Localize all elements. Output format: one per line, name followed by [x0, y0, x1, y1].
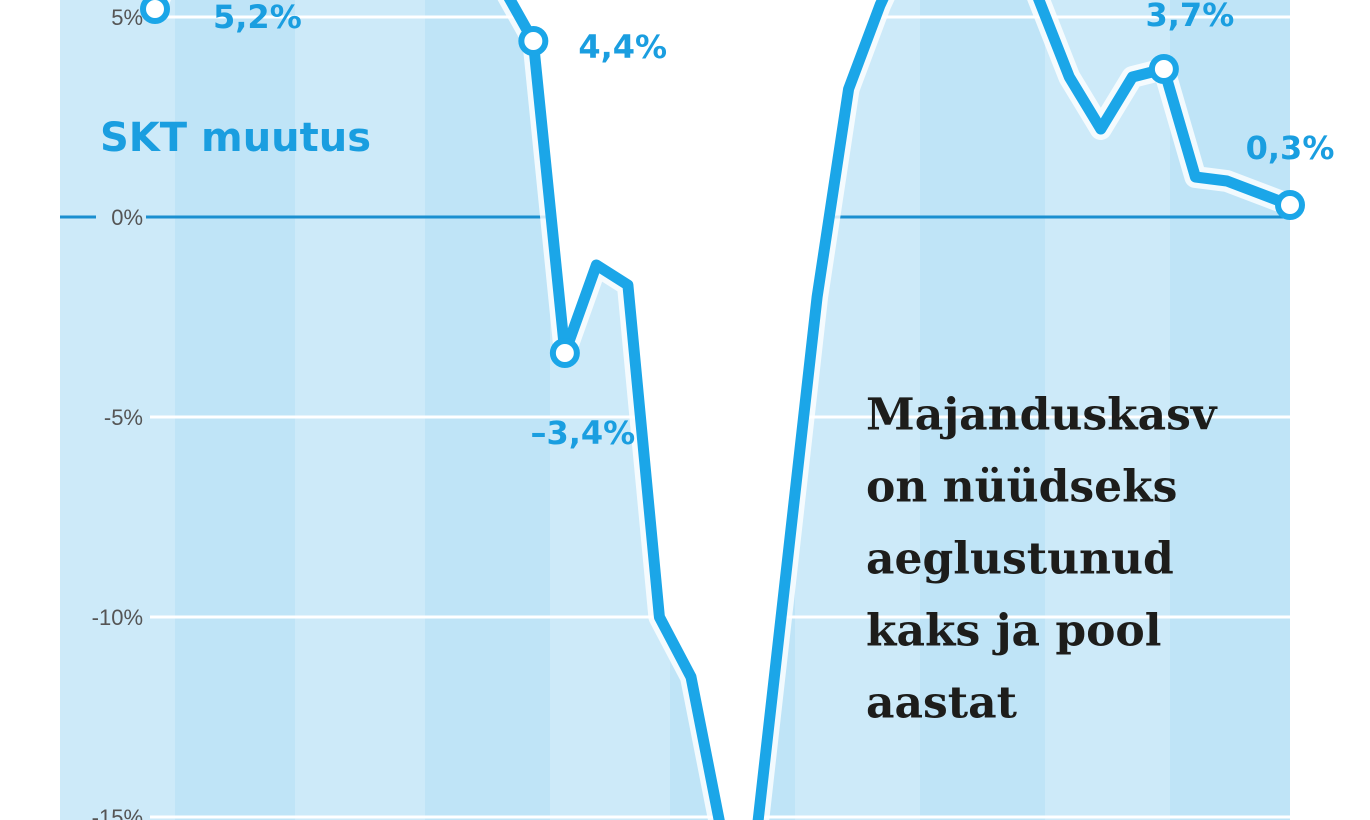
value-label: 5,2% [213, 0, 302, 36]
line [149, 0, 1292, 820]
value-label: 4,4% [578, 28, 667, 66]
annotation-line: aastat [866, 678, 1018, 729]
point-marker [549, 338, 580, 368]
annotation-line: aeglustunud [866, 534, 1174, 585]
point-marker [518, 26, 549, 56]
value-label: 0,3% [1246, 129, 1335, 167]
y-tick-label: -15% [92, 805, 143, 820]
chart-title: SKT muutus [100, 115, 371, 161]
tick-label-bg [96, 803, 146, 820]
tick-label-bg [96, 203, 146, 231]
y-tick-label: -10% [92, 605, 143, 630]
value-label: 3,7% [1146, 0, 1235, 34]
annotation-line: Majanduskasv [866, 390, 1218, 441]
y-tick-label: -5% [104, 405, 143, 430]
annotation-line: on nüüdseks [866, 462, 1177, 513]
dip-highlight [501, 0, 881, 820]
plot-area [140, 0, 1305, 820]
point-marker [1275, 190, 1305, 220]
tick-label-bg [96, 3, 146, 31]
y-tick-label: 0% [111, 205, 143, 230]
point-marker [1148, 54, 1179, 84]
point-marker [140, 0, 170, 24]
tick-label-bg [96, 603, 146, 631]
y-tick-label: 5% [111, 5, 143, 30]
annotation-line: kaks ja pool [866, 606, 1162, 657]
tick-label-bg [96, 403, 146, 431]
value-label: –3,4% [530, 414, 635, 452]
